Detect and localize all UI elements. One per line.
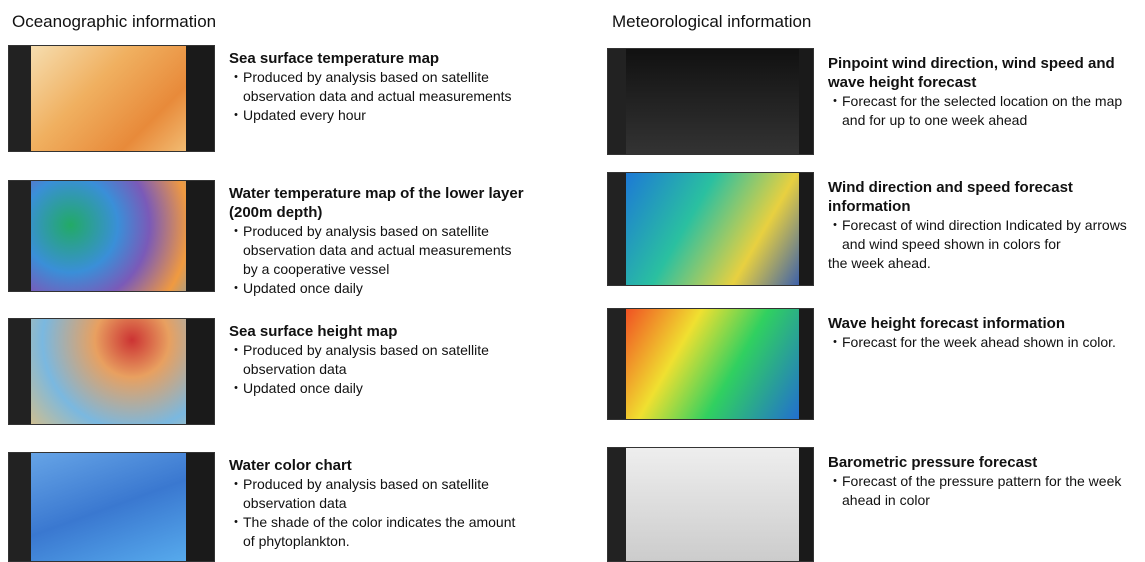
bullet: ・The shade of the color indicates the am… (229, 513, 529, 551)
info-item: Water temperature map of the lower layer… (8, 180, 529, 298)
thumb-panel (186, 319, 214, 424)
info-item: Sea surface height map・Produced by analy… (8, 318, 529, 425)
bullet: ・Produced by analysis based on satellite… (229, 341, 529, 379)
thumbnail (607, 48, 814, 155)
item-title: Water temperature map of the lower layer… (229, 184, 529, 222)
thumbnail (607, 308, 814, 420)
bullet: ・Produced by analysis based on satellite… (229, 68, 529, 106)
thumb-sidebar (608, 49, 626, 154)
thumb-panel (186, 46, 214, 151)
item-title: Wave height forecast information (828, 314, 1145, 333)
item-title: Sea surface height map (229, 322, 529, 341)
thumbnail (8, 452, 215, 562)
bullet: ・Produced by analysis based on satellite… (229, 222, 529, 279)
item-text: Barometric pressure forecast・Forecast of… (814, 447, 1145, 562)
item-text: Pinpoint wind direction, wind speed and … (814, 48, 1145, 155)
thumbnail (8, 45, 215, 152)
item-title: Water color chart (229, 456, 529, 475)
info-item: Wind direction and speed forecast inform… (607, 172, 1145, 286)
info-item: Barometric pressure forecast・Forecast of… (607, 447, 1145, 562)
thumb-sidebar (608, 309, 626, 419)
section-title: Meteorological information (612, 12, 811, 32)
bullet: ・Updated once daily (229, 279, 529, 298)
bullet: the week ahead. (828, 254, 1145, 273)
thumb-sidebar (9, 46, 31, 151)
thumb-sidebar (9, 319, 31, 424)
item-text: Wind direction and speed forecast inform… (814, 172, 1145, 286)
bullet: ・Updated every hour (229, 106, 529, 125)
bullet: ・Forecast for the selected location on t… (828, 92, 1145, 130)
thumb-panel (799, 309, 813, 419)
item-title: Pinpoint wind direction, wind speed and … (828, 54, 1145, 92)
thumbnail (607, 447, 814, 562)
thumb-panel (186, 181, 214, 291)
thumbnail (8, 180, 215, 292)
info-item: Water color chart・Produced by analysis b… (8, 452, 529, 562)
thumbnail (8, 318, 215, 425)
item-text: Wave height forecast information・Forecas… (814, 308, 1145, 420)
bullet: ・Forecast of wind direction Indicated by… (828, 216, 1145, 254)
item-title: Barometric pressure forecast (828, 453, 1145, 472)
bullet: ・Forecast for the week ahead shown in co… (828, 333, 1145, 352)
item-text: Water color chart・Produced by analysis b… (215, 452, 529, 562)
info-item: Wave height forecast information・Forecas… (607, 308, 1145, 420)
thumb-panel (186, 453, 214, 561)
thumb-sidebar (608, 173, 626, 285)
thumb-panel (799, 49, 813, 154)
item-title: Sea surface temperature map (229, 49, 529, 68)
bullet: ・Updated once daily (229, 379, 529, 398)
thumb-sidebar (9, 453, 31, 561)
item-text: Sea surface height map・Produced by analy… (215, 318, 529, 425)
info-item: Sea surface temperature map・Produced by … (8, 45, 529, 152)
thumb-sidebar (9, 181, 31, 291)
thumbnail (607, 172, 814, 286)
info-item: Pinpoint wind direction, wind speed and … (607, 48, 1145, 155)
item-text: Water temperature map of the lower layer… (215, 180, 529, 298)
page: Oceanographic information Sea surface tem… (0, 0, 1145, 560)
thumb-panel (799, 448, 813, 561)
section-title: Oceanographic information (12, 12, 216, 32)
bullet: ・Forecast of the pressure pattern for th… (828, 472, 1145, 510)
item-text: Sea surface temperature map・Produced by … (215, 45, 529, 152)
thumb-sidebar (608, 448, 626, 561)
item-title: Wind direction and speed forecast inform… (828, 178, 1145, 216)
bullet: ・Produced by analysis based on satellite… (229, 475, 529, 513)
thumb-panel (799, 173, 813, 285)
